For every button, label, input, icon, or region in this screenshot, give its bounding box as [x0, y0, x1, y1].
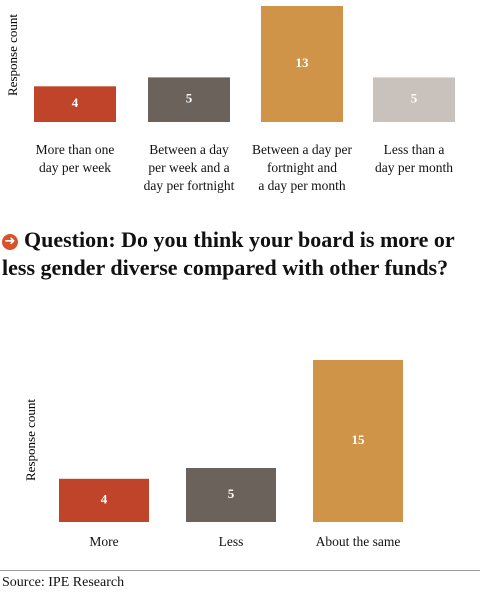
value-label: 5	[186, 91, 193, 106]
arrow-icon: ➜	[2, 234, 18, 250]
bar	[373, 77, 455, 122]
bar	[261, 6, 343, 122]
bar	[186, 468, 276, 522]
value-label: 4	[101, 491, 108, 506]
bar	[34, 86, 116, 122]
category-label: Between a day per fortnight and a day pe…	[251, 142, 353, 193]
bar	[313, 360, 403, 522]
question-text: Question: Do you think your board is mor…	[2, 227, 455, 280]
category-label: More	[89, 534, 119, 549]
category-label: More than one day per week	[35, 142, 115, 175]
y-axis-label: Response count	[5, 14, 20, 96]
category-label: Less than a day per month	[375, 142, 453, 175]
question-heading: ➜ Question: Do you think your board is mo…	[2, 226, 472, 282]
y-axis-label: Response count	[23, 399, 38, 481]
bar	[148, 77, 230, 122]
category-label: About the same	[315, 534, 401, 549]
value-label: 5	[228, 486, 235, 501]
value-label: 13	[296, 55, 310, 70]
category-label: Between a day per week and a day per for…	[143, 142, 235, 193]
category-label: Less	[218, 534, 244, 549]
bar	[59, 478, 149, 522]
source: Source: IPE Research	[2, 575, 125, 590]
value-label: 15	[352, 432, 366, 447]
value-label: 5	[411, 91, 418, 106]
divider	[0, 570, 480, 571]
value-label: 4	[72, 95, 79, 110]
